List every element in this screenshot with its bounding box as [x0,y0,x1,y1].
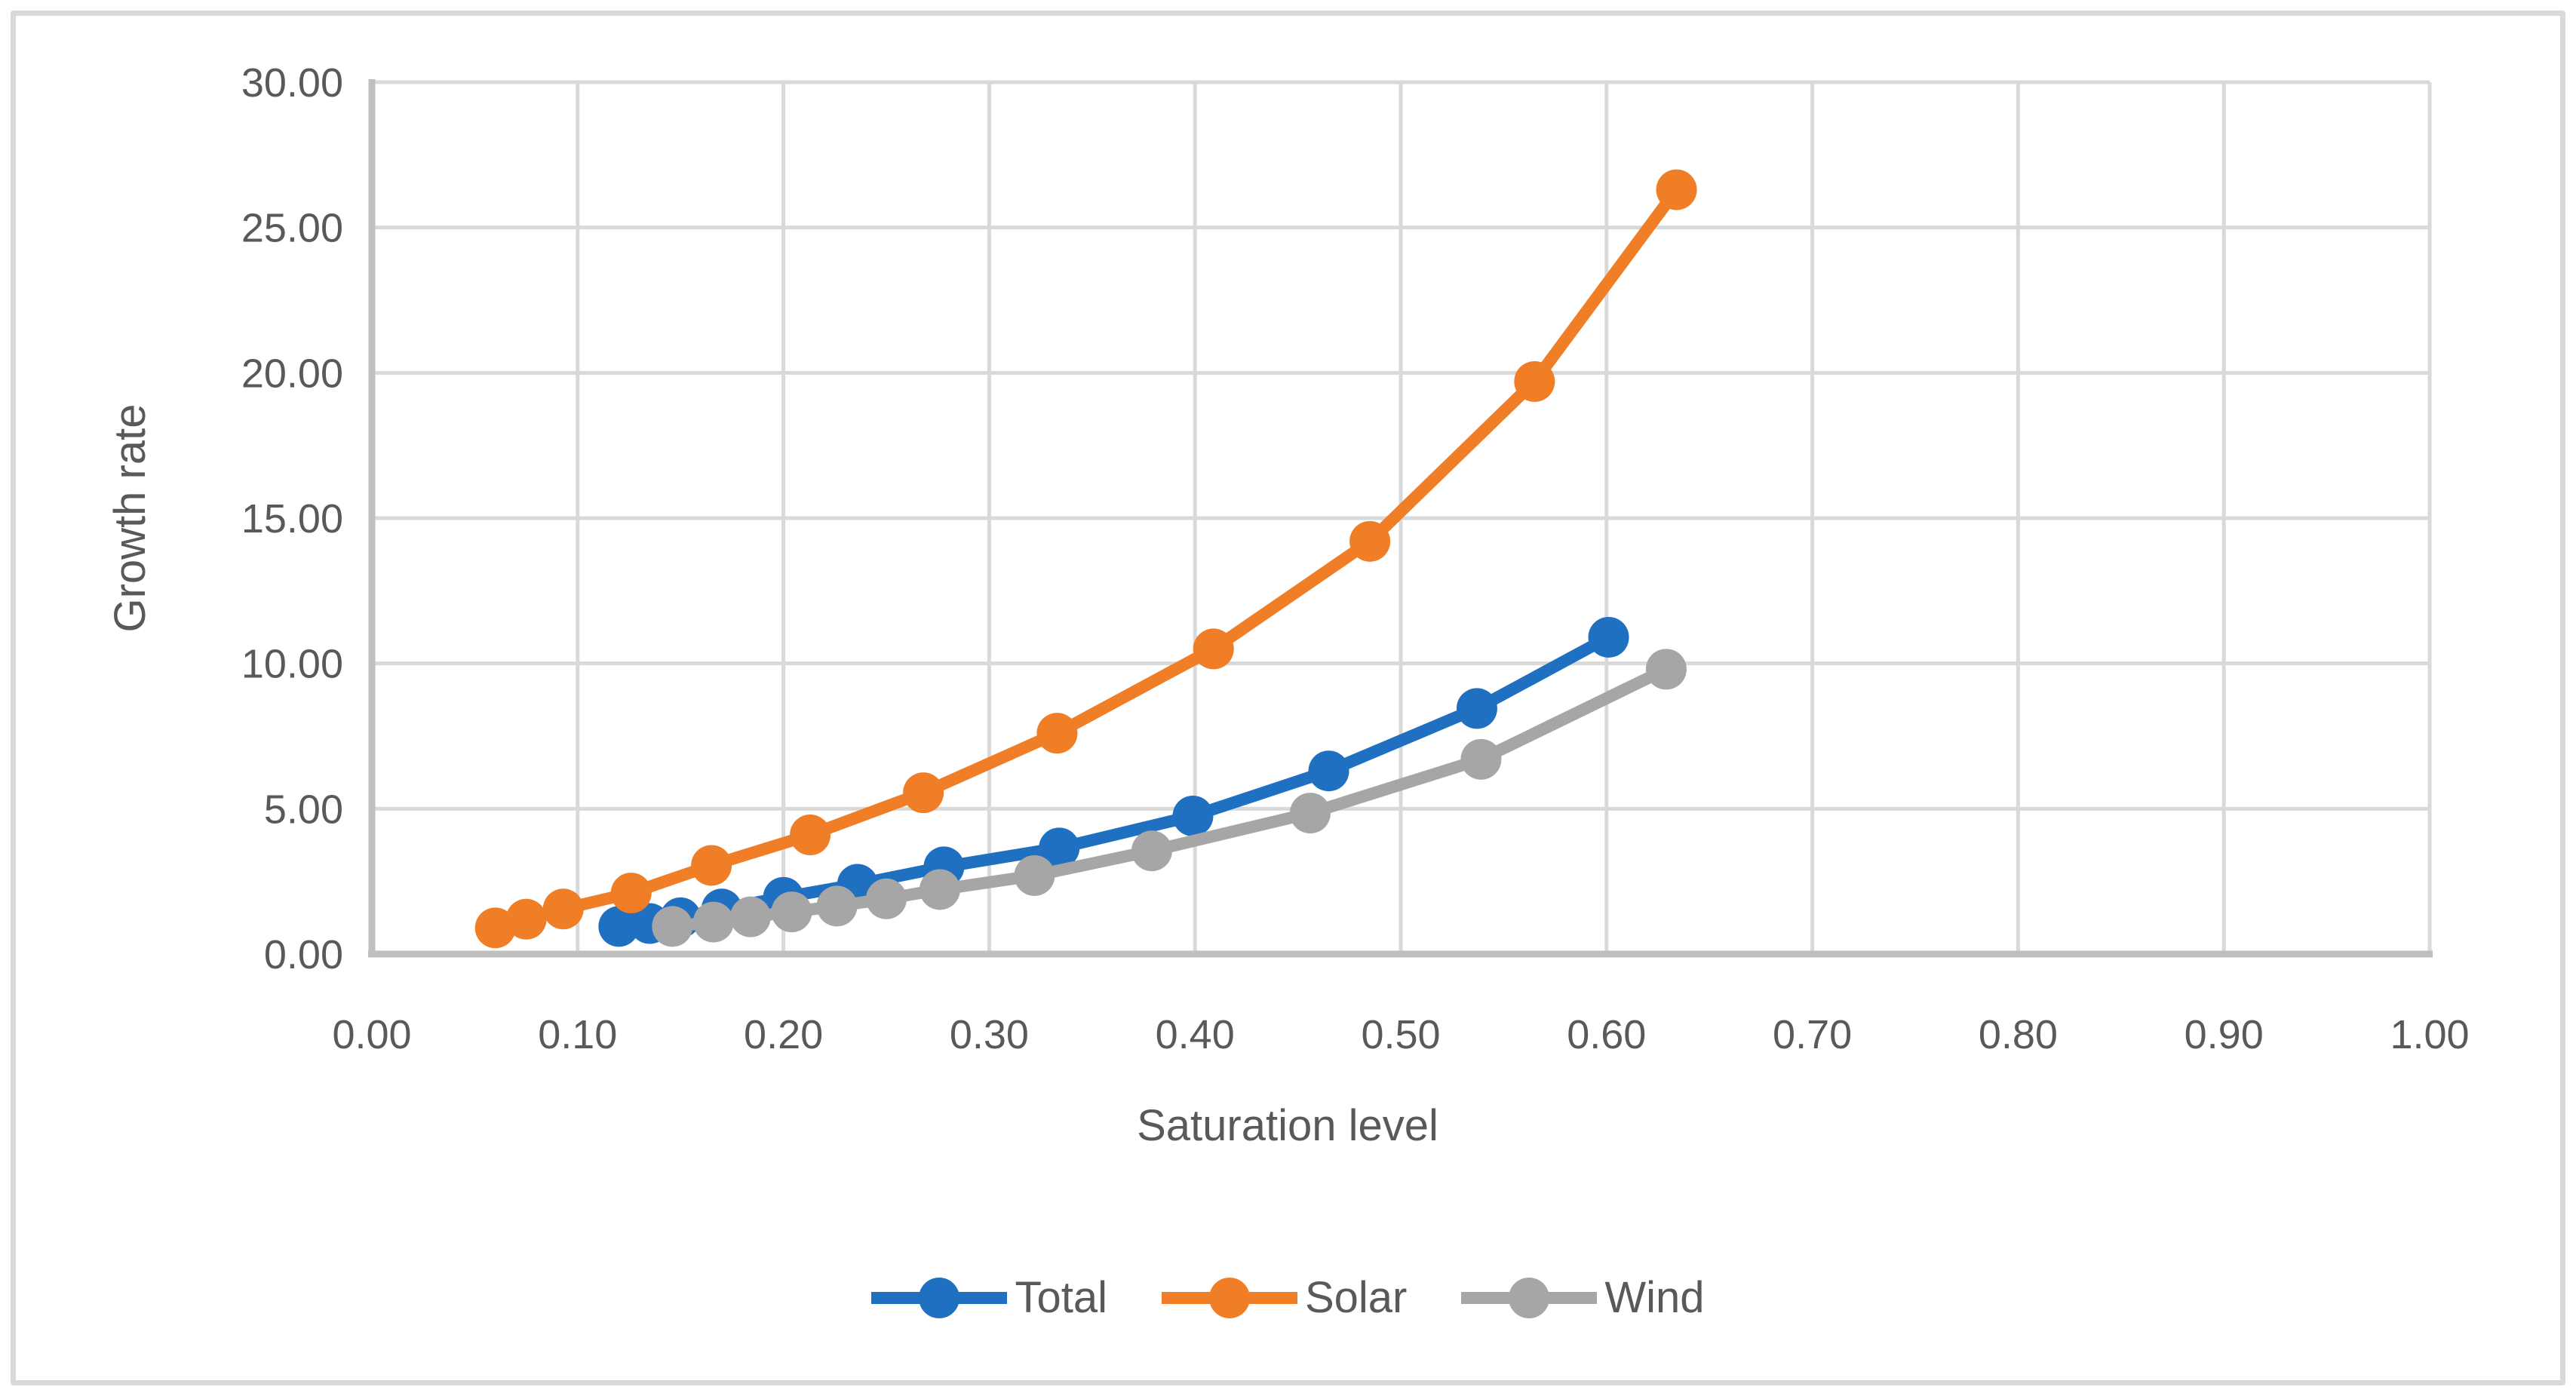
series-wind-marker [1289,793,1331,834]
legend-label-solar: Solar [1304,1273,1408,1322]
series-solar-marker [542,888,584,930]
series-wind-marker [771,891,812,933]
series-total-marker [598,906,640,947]
series-wind-marker [919,869,960,910]
series-solar-marker [903,772,944,814]
chart-legend: Total Solar Wind [0,1264,2576,1332]
legend-label-wind: Wind [1604,1273,1705,1322]
x-tick-label: 0.20 [744,1012,823,1057]
series-wind-marker [816,885,858,927]
series-solar-marker [1656,169,1697,210]
series-solar-marker [505,898,547,940]
x-tick-label: 0.10 [538,1012,617,1057]
x-tick-label: 0.70 [1773,1012,1852,1057]
series-solar-marker [691,845,732,886]
y-tick-label: 10.00 [241,642,343,687]
series-total-marker [1172,795,1214,836]
x-tick-label: 0.60 [1567,1012,1646,1057]
series-wind-marker [729,896,771,937]
series-total-line [613,631,1615,933]
series-layer [474,169,1697,949]
legend-marker-total [871,1278,1008,1318]
series-total-marker [1308,750,1349,792]
y-tick-label: 5.00 [264,787,343,832]
series-wind [652,649,1687,947]
y-tick-label: 15.00 [241,496,343,542]
x-tick-label: 0.40 [1156,1012,1235,1057]
series-total-marker [1456,688,1497,729]
legend-marker-wind [1461,1278,1598,1318]
series-total-marker [1588,616,1629,658]
legend-item-solar: Solar [1161,1273,1408,1322]
series-solar-marker [1349,520,1391,562]
series-wind-marker [1014,854,1055,896]
axis-lines [368,79,2433,958]
x-tick-label: 0.90 [2185,1012,2264,1057]
series-solar [474,169,1697,949]
tick-labels: 0.00 0.10 0.20 0.30 0.40 0.50 0.60 0.70 0.80 0.90… [241,60,2470,1057]
legend-item-total: Total [871,1275,1107,1321]
y-tick-label: 20.00 [241,351,343,396]
series-solar-marker [1193,628,1234,670]
y-tick-label: 0.00 [264,932,343,977]
x-tick-label: 0.00 [332,1012,411,1057]
y-tick-label: 25.00 [241,206,343,251]
series-solar-marker [1036,713,1078,754]
series-wind-marker [1460,738,1502,780]
series-total-marker [1039,827,1080,869]
series-solar-line [489,183,1683,934]
x-tick-label: 0.30 [950,1012,1029,1057]
series-wind-marker [692,901,734,943]
series-wind-marker [1131,830,1172,872]
x-tick-label: 0.50 [1361,1012,1440,1057]
legend-marker-solar [1161,1278,1297,1318]
series-wind-marker [866,878,907,919]
series-wind-marker [652,906,693,947]
series-solar-marker [610,873,652,914]
y-tick-label: 30.00 [241,60,343,106]
x-axis-title: Saturation level [1137,1101,1438,1150]
series-solar-marker [1514,361,1555,402]
series-solar-marker [790,815,831,856]
series-solar-marker [474,907,516,949]
y-axis-title: Growth rate [106,404,155,633]
legend-label-total: Total [1015,1273,1107,1322]
legend-item-wind: Wind [1461,1273,1705,1322]
series-wind-marker [1645,649,1687,690]
x-tick-label: 0.80 [1979,1012,2058,1057]
x-tick-label: 1.00 [2390,1012,2469,1057]
